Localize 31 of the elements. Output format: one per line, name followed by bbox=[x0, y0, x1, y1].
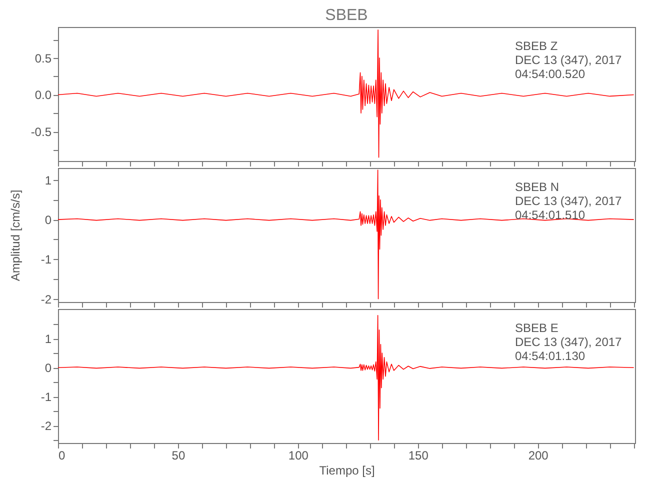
line-series bbox=[58, 170, 634, 300]
y-tick-label: -0.5 bbox=[30, 125, 52, 140]
annotation: 04:54:01.510 bbox=[515, 208, 586, 222]
y-axis-title: Amplitud [cm/s/s] bbox=[8, 190, 22, 282]
x-tick-label: 150 bbox=[408, 448, 429, 462]
x-axis-title: Tiempo [s] bbox=[319, 464, 375, 478]
y-tick-label: 0.0 bbox=[34, 88, 52, 102]
line-series bbox=[58, 314, 634, 440]
x-tick-label: 50 bbox=[172, 448, 186, 462]
x-tick-label: 0 bbox=[58, 448, 66, 462]
chart-title: SBEB bbox=[325, 7, 368, 24]
y-tick-label: -2 bbox=[40, 292, 52, 306]
y-tick-label: 1 bbox=[44, 332, 52, 346]
y-tick-label: 0 bbox=[44, 213, 52, 228]
y-tick-label: -1 bbox=[40, 252, 52, 267]
annotation: SBEB N bbox=[515, 180, 560, 194]
x-tick-label: 200 bbox=[528, 448, 549, 462]
y-tick-label: 0.5 bbox=[34, 51, 52, 66]
line-series bbox=[58, 30, 634, 158]
annotation: DEC 13 (347), 2017 bbox=[515, 335, 622, 349]
y-tick-label: -1 bbox=[40, 390, 52, 404]
annotation: SBEB E bbox=[515, 321, 558, 335]
annotation: DEC 13 (347), 2017 bbox=[515, 194, 622, 208]
y-tick-label: 1 bbox=[44, 173, 52, 188]
annotation: 04:54:00.520 bbox=[515, 67, 586, 81]
y-tick-label: 0 bbox=[44, 361, 52, 376]
annotation: DEC 13 (347), 2017 bbox=[515, 53, 622, 67]
y-tick-label: -2 bbox=[40, 419, 52, 434]
x-tick-label: 100 bbox=[288, 448, 309, 462]
annotation: 04:54:01.130 bbox=[515, 349, 586, 363]
annotation: SBEB Z bbox=[515, 39, 558, 53]
